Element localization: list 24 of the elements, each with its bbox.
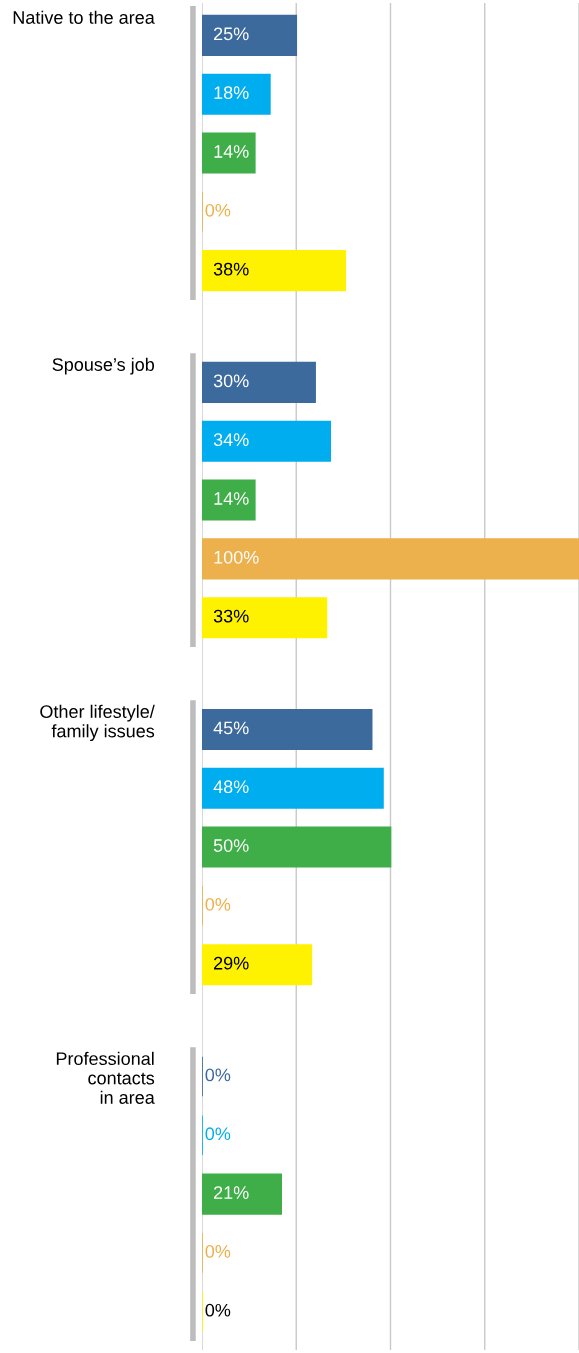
data-label: 14% — [214, 492, 249, 505]
data-label: 48% — [213, 780, 249, 794]
data-label: 33% — [213, 609, 249, 623]
data-label: 0% — [205, 897, 231, 911]
y-tick-label: Native to the area — [13, 10, 155, 24]
data-label: 29% — [214, 956, 249, 970]
data-label: 21% — [214, 1186, 249, 1199]
data-label: 34% — [213, 433, 249, 447]
data-label: 0% — [205, 1245, 231, 1258]
data-label: 100% — [214, 550, 259, 564]
data-label: 0% — [205, 1127, 231, 1141]
y-tick-label: Professional contacts in area — [56, 1051, 155, 1104]
data-label: 45% — [213, 721, 249, 735]
data-label: 38% — [213, 262, 249, 276]
data-label: 14% — [214, 145, 249, 158]
data-label: 0% — [205, 203, 231, 217]
y-tick-label: Spouse’s job — [52, 357, 155, 375]
data-label: 0% — [205, 1303, 231, 1317]
data-label: 25% — [214, 27, 249, 41]
data-label: 0% — [205, 1068, 231, 1082]
data-label: 18% — [214, 86, 249, 100]
data-label: 50% — [213, 839, 249, 852]
y-tick-label: Other lifestyle/ family issues — [40, 704, 155, 742]
data-label: 30% — [213, 374, 249, 388]
